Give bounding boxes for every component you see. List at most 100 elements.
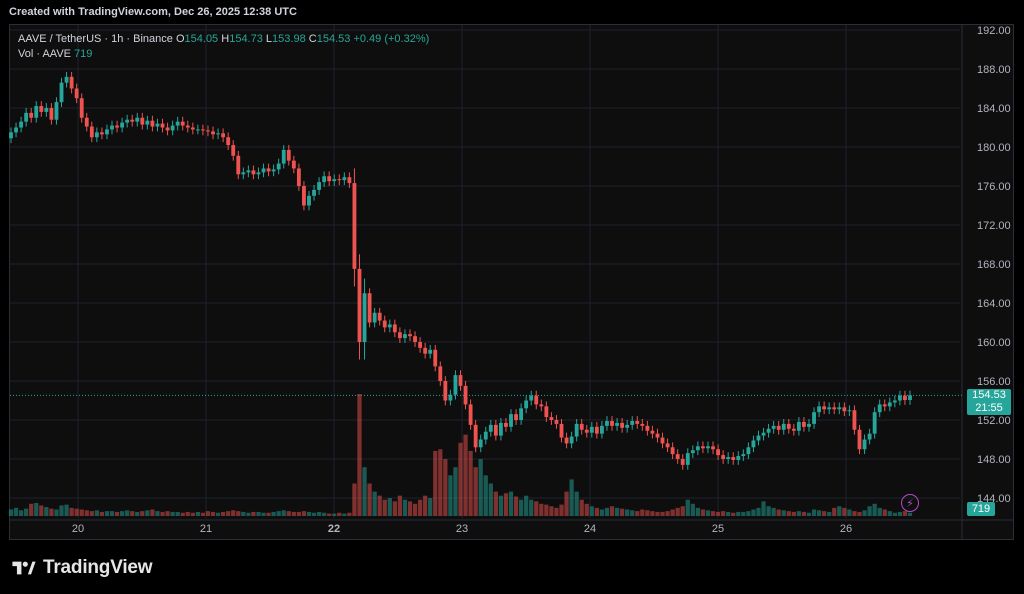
y-tick-label: 176.00 (977, 181, 1011, 193)
candle-body (64, 76, 69, 83)
volume-bar (700, 509, 706, 516)
volume-bar (660, 511, 665, 516)
volume-bar (39, 505, 44, 516)
volume-bar (125, 510, 130, 516)
candle-body (307, 195, 311, 206)
volume-bar (574, 491, 579, 516)
volume-bar (342, 513, 347, 516)
volume-bar (448, 475, 453, 516)
volume-bar (468, 450, 473, 516)
volume-bar (766, 506, 771, 516)
volume-bar (49, 508, 54, 516)
candle-body (564, 437, 569, 444)
candle-body (206, 130, 210, 132)
volume-bar (200, 512, 206, 516)
candle-body (170, 125, 175, 131)
volume-bar (387, 498, 392, 516)
candle-body (120, 122, 125, 128)
volume-bar (130, 511, 135, 516)
candle-body (251, 170, 256, 175)
volume-bar (54, 509, 59, 516)
volume-bar (99, 511, 105, 516)
volume-bar (453, 467, 458, 516)
candle-body (256, 172, 261, 175)
volume-bar (721, 511, 726, 516)
logo-text: TradingView (43, 557, 153, 578)
candle-body (680, 459, 685, 465)
low-label: L (265, 33, 273, 45)
volume-bar (584, 503, 589, 516)
x-tick-label: 23 (456, 523, 468, 535)
candle-body (706, 446, 710, 449)
volume-bar (433, 450, 438, 516)
candle-body (382, 320, 387, 328)
volume-bar (357, 394, 362, 516)
volume-bar (902, 511, 908, 516)
volume-bar (175, 511, 180, 516)
candle-body (74, 88, 79, 99)
volume-label[interactable]: Vol · AAVE (18, 48, 71, 60)
volume-bar (508, 491, 514, 516)
candle-body (519, 408, 524, 420)
candle-body (9, 132, 13, 139)
candle-body (428, 349, 433, 354)
volume-bar (897, 511, 903, 516)
y-tick-label: 152.00 (977, 415, 1011, 427)
chart-caption: Created with TradingView.com, Dec 26, 20… (9, 6, 297, 18)
volume-bar (670, 509, 675, 516)
volume-bar (524, 495, 529, 516)
volume-bar (488, 483, 493, 516)
volume-bar (316, 511, 322, 516)
candle-body (822, 406, 827, 410)
candle-body (59, 82, 64, 103)
volume-bar (69, 507, 74, 516)
volume-bar (604, 507, 610, 516)
volume-bar (64, 504, 69, 516)
candle-body (276, 163, 281, 170)
symbol-label[interactable]: AAVE / TetherUS · 1h · Binance (18, 33, 173, 45)
candle-body (701, 446, 705, 449)
volume-bar (402, 499, 408, 516)
candle-body (453, 375, 458, 395)
candle-body (695, 446, 700, 451)
volume-bar (34, 502, 39, 516)
candle-body (34, 106, 39, 118)
high-label: H (221, 33, 230, 45)
y-tick-label: 188.00 (977, 64, 1011, 76)
volume-bar (261, 512, 266, 516)
candle-body (180, 121, 185, 126)
candle-body (150, 120, 155, 127)
candle-body (488, 424, 493, 432)
volume-bar (226, 511, 231, 516)
candle-body (266, 168, 271, 172)
candle-body (125, 119, 130, 123)
volume-bar (847, 509, 852, 516)
volume-bar (625, 509, 630, 516)
volume-bar (746, 511, 751, 516)
volume-bar (135, 511, 140, 516)
candle-body (796, 421, 801, 431)
volume-bar (79, 509, 84, 516)
volume-bar (705, 510, 711, 516)
volume-bar (776, 509, 781, 516)
volume-bar (736, 511, 741, 516)
volume-bar (301, 511, 307, 516)
candle-body (317, 182, 322, 190)
lightning-icon[interactable]: ⚡ (901, 494, 919, 512)
volume-bar (306, 511, 312, 516)
volume-bar (205, 511, 211, 516)
volume-bar (518, 499, 524, 516)
candle-body (231, 145, 236, 156)
volume-bar (377, 495, 382, 516)
volume-bar (428, 498, 433, 516)
candle-body (226, 137, 231, 146)
candle-body (842, 407, 847, 412)
volume-bar (438, 449, 443, 516)
candle-body (94, 132, 99, 138)
volume-bar (806, 512, 812, 516)
candle-body (645, 425, 650, 431)
candle-body (352, 183, 357, 269)
candle-body (579, 423, 584, 430)
volume-bar (347, 512, 352, 516)
